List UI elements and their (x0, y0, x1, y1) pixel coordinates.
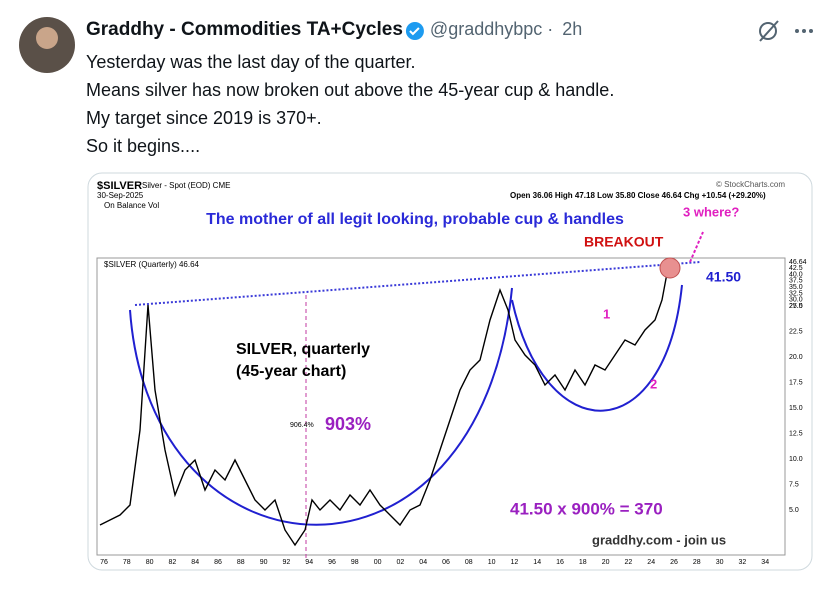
target: 41.50 x 900% = 370 (510, 499, 663, 518)
cup-arc (129, 287, 513, 526)
handle-arc (511, 284, 683, 412)
chart-label: (45-year chart) (236, 363, 346, 380)
x-axis-label: 12 (511, 559, 519, 566)
tweet-text: My target since 2019 is 370+. (86, 108, 322, 128)
subheader: Silver - Spot (EOD) CME (142, 181, 230, 190)
y-axis-label: 5.0 (789, 507, 799, 514)
x-axis-label: 30 (716, 559, 724, 566)
x-axis-label: 86 (214, 559, 222, 566)
date: 30-Sep-2025 (97, 191, 144, 200)
x-axis-label: 26 (670, 559, 678, 566)
x-axis-label: 00 (374, 559, 382, 566)
chart-title: The mother of all legit looking, probabl… (206, 211, 624, 228)
x-axis-label: 02 (397, 559, 405, 566)
y-axis-label: 17.5 (789, 379, 803, 386)
x-axis-label: 08 (465, 559, 473, 566)
legend: $SILVER (Quarterly) 46.64 (104, 260, 200, 269)
question: 3 where? (683, 204, 739, 219)
x-axis-label: 80 (146, 559, 154, 566)
x-axis-label: 24 (647, 559, 655, 566)
grok-icon[interactable] (759, 20, 779, 42)
y-axis-label: 30.0 (789, 297, 803, 304)
author[interactable]: Graddhy - Commodities TA+Cycles (86, 19, 403, 40)
y-axis-label: 46.64 (789, 259, 807, 266)
x-axis-label: 96 (328, 559, 336, 566)
y-axis-label: 25.0 (789, 303, 803, 310)
y-axis-label: 22.5 (789, 328, 803, 335)
pct: 903% (325, 414, 371, 434)
plot-frame (96, 257, 786, 556)
y-axis-label: 40.0 (789, 271, 803, 278)
x-axis-label: 84 (191, 559, 199, 566)
x-axis-label: 18 (579, 559, 587, 566)
chart-label: SILVER, quarterly (236, 341, 370, 358)
y-axis-label: 27.5 (789, 303, 803, 310)
y-axis-label: 7.5 (789, 481, 799, 488)
x-axis-label: 32 (739, 559, 747, 566)
x-axis-label: 76 (100, 559, 108, 566)
x-axis-label: 92 (283, 559, 291, 566)
tweet-text: So it begins.... (86, 136, 200, 156)
avatar-face (36, 27, 58, 49)
y-axis-label: 37.5 (789, 278, 803, 285)
x-axis-label: 28 (693, 559, 701, 566)
y-axis-label: 12.5 (789, 430, 803, 437)
tweet-text: Means silver has now broken out above th… (86, 80, 614, 100)
x-axis-label: 06 (442, 559, 450, 566)
y-axis-label: 15.0 (789, 405, 803, 412)
breakout-circle (659, 257, 681, 279)
resistance-line (134, 261, 701, 306)
x-axis-label: 78 (123, 559, 131, 566)
y-axis-label: 20.0 (789, 354, 803, 361)
level: 41.50 (706, 269, 741, 285)
separator: · (547, 19, 553, 39)
x-axis-label: 88 (237, 559, 245, 566)
y-axis-label: 42.5 (789, 265, 803, 272)
x-axis-label: 34 (761, 559, 769, 566)
x-axis-label: 04 (419, 559, 427, 566)
verified-tick (409, 27, 420, 36)
y-axis-label: 35.0 (789, 284, 803, 291)
x-axis-label: 20 (602, 559, 610, 566)
x-axis-label: 82 (169, 559, 177, 566)
price-line (99, 267, 669, 547)
media-frame[interactable] (87, 172, 813, 571)
x-axis-label: 10 (488, 559, 496, 566)
x-axis-label: 16 (556, 559, 564, 566)
more-icon[interactable] (795, 29, 813, 33)
breakout: BREAKOUT (584, 234, 664, 250)
y-axis-label: 10.0 (789, 456, 803, 463)
arrow (689, 231, 704, 263)
ohlc: Open 36.06 High 47.18 Low 35.80 Close 46… (510, 191, 766, 200)
x-axis-label: 94 (305, 559, 313, 566)
y-axis-label: 32.5 (789, 290, 803, 297)
chart-image: $SILVER Silver - Spot (EOD) CME 30-Sep-2… (96, 180, 807, 566)
handle-label: 1 (603, 306, 610, 321)
handle[interactable]: @graddhybpc (430, 19, 542, 39)
small-pct: 906.4% (290, 422, 314, 429)
handle-label: 2 (650, 376, 657, 391)
site: graddhy.com - join us (592, 532, 726, 547)
symbol: $SILVER (97, 180, 142, 192)
x-axis-label: 98 (351, 559, 359, 566)
indicator: On Balance Vol (104, 201, 159, 210)
x-axis-label: 22 (625, 559, 633, 566)
tweet-text: Yesterday was the last day of the quarte… (86, 52, 416, 72)
timestamp[interactable]: 2h (562, 19, 582, 39)
x-axis-label: 14 (533, 559, 541, 566)
x-axis-label: 90 (260, 559, 268, 566)
source: © StockCharts.com (716, 180, 785, 189)
